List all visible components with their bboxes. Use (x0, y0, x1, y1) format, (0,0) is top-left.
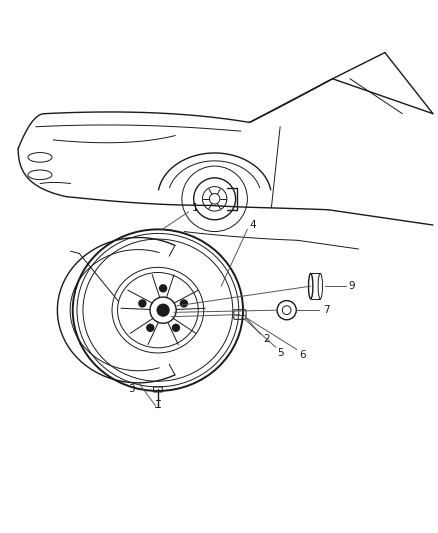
Circle shape (139, 300, 146, 307)
Text: 3: 3 (128, 384, 135, 394)
Circle shape (180, 300, 187, 307)
Circle shape (173, 324, 180, 332)
Circle shape (157, 304, 169, 316)
Circle shape (147, 324, 154, 332)
Text: 1: 1 (192, 203, 198, 213)
Circle shape (159, 285, 166, 292)
Text: 2: 2 (263, 334, 269, 344)
Text: 7: 7 (323, 305, 329, 315)
Text: 6: 6 (300, 350, 306, 360)
Text: 9: 9 (349, 281, 356, 291)
Text: 4: 4 (250, 220, 256, 230)
Text: 5: 5 (278, 348, 284, 358)
